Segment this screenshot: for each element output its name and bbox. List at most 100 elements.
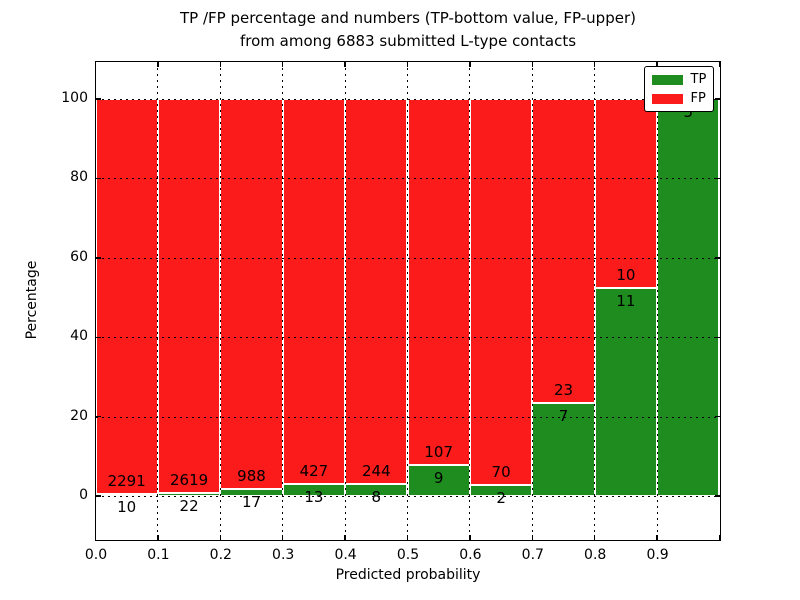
tp-count-label: 9 <box>433 469 444 488</box>
x-tick-mark <box>344 534 346 540</box>
x-tick-mark <box>531 534 534 540</box>
chart-title-line1: TP /FP percentage and numbers (TP-bottom… <box>180 9 636 27</box>
x-tick-label: 0.3 <box>272 547 295 563</box>
bar-segment-tp <box>407 465 470 497</box>
fp-count-label: 988 <box>237 467 266 486</box>
grid-line-vertical <box>656 61 658 540</box>
fp-count-label: 2291 <box>107 472 146 491</box>
y-tick-mark <box>95 495 101 497</box>
grid-line-vertical <box>219 61 221 540</box>
bar-segment-fp <box>220 98 283 490</box>
y-tick-label: 60 <box>70 248 88 265</box>
legend-item-fp: FP <box>651 90 706 106</box>
grid-line-vertical <box>157 61 159 540</box>
legend-label-fp: FP <box>690 90 706 106</box>
y-tick-mark <box>714 98 720 100</box>
grid-line-vertical <box>594 61 596 540</box>
x-tick-mark <box>94 534 97 540</box>
bar-segment-tp <box>657 98 720 497</box>
x-tick-label: 0.5 <box>396 547 420 563</box>
fp-count-label: 427 <box>299 462 329 481</box>
x-tick-label: 0.1 <box>147 547 170 563</box>
x-tick-mark <box>718 61 721 67</box>
bar-segment-tp <box>282 484 346 497</box>
grid-line-vertical <box>282 61 284 540</box>
legend-item-tp: TP <box>651 71 707 87</box>
fp-swatch-icon <box>651 93 683 104</box>
tp-swatch-icon <box>651 74 683 85</box>
bar-segment-tp <box>157 492 221 497</box>
fp-count-label: 23 <box>553 381 574 400</box>
bar-segment-fp <box>282 98 346 485</box>
grid-line-vertical <box>344 61 346 540</box>
x-tick-mark <box>593 534 596 540</box>
y-tick-label: 20 <box>70 407 88 424</box>
tp-count-label: 22 <box>179 496 199 515</box>
x-tick-mark <box>656 61 658 67</box>
tp-count-label: 5 <box>683 102 694 121</box>
y-tick-mark <box>95 98 101 100</box>
x-tick-label: 0.9 <box>646 547 669 563</box>
chart-title: TP /FP percentage and numbers (TP-bottom… <box>96 7 720 53</box>
fp-count-label: 107 <box>424 443 454 462</box>
tp-count-label: 13 <box>304 488 324 507</box>
bar-segment-tp <box>594 288 658 497</box>
grid-line-vertical <box>531 61 533 540</box>
x-axis-label: Predicted probability <box>335 567 481 583</box>
x-tick-label: 0.7 <box>521 547 544 563</box>
x-tick-mark <box>531 61 534 67</box>
fp-count-label: 2619 <box>170 470 209 489</box>
y-tick-mark <box>714 177 720 180</box>
tp-count-label: 17 <box>241 493 262 512</box>
fp-count-label: 10 <box>616 266 636 285</box>
y-tick-mark <box>714 336 720 338</box>
fp-count-label: 70 <box>491 463 511 482</box>
y-tick-label: 100 <box>61 89 88 106</box>
x-tick-label: 0.6 <box>459 547 482 563</box>
bar-segment-fp <box>157 98 221 493</box>
tp-count-label: 2 <box>496 489 506 508</box>
legend: TP FP <box>643 65 714 112</box>
chart-title-line2: from among 6883 submitted L-type contact… <box>239 32 577 50</box>
x-tick-mark <box>718 534 721 540</box>
x-tick-mark <box>281 534 284 540</box>
x-tick-mark <box>94 61 97 67</box>
x-tick-mark <box>469 61 471 67</box>
x-tick-label: 0.2 <box>209 547 232 563</box>
fp-count-label: 244 <box>361 461 391 480</box>
x-tick-mark <box>406 534 409 540</box>
grid-line-vertical <box>407 61 408 540</box>
bar-segment-tp <box>345 483 408 497</box>
x-tick-mark <box>157 534 159 540</box>
bar-segment-tp <box>532 403 595 497</box>
bar-segment-fp <box>345 98 408 484</box>
bar-segment-tp <box>469 485 533 497</box>
bar-segment-fp <box>95 98 158 495</box>
y-tick-label: 80 <box>70 169 88 186</box>
bar-segment-fp <box>532 98 595 404</box>
y-tick-label: 40 <box>70 328 88 345</box>
x-tick-mark <box>406 61 409 67</box>
y-tick-mark <box>714 257 720 259</box>
y-tick-mark <box>714 495 720 497</box>
x-tick-mark <box>219 61 222 67</box>
x-tick-label: 0.4 <box>334 547 357 563</box>
x-tick-label: 0.0 <box>84 547 108 563</box>
x-tick-mark <box>344 61 346 67</box>
legend-label-tp: TP <box>690 71 707 87</box>
x-tick-mark <box>469 534 471 540</box>
tp-count-label: 7 <box>558 407 569 426</box>
x-tick-mark <box>157 61 159 67</box>
bar-segment-fp <box>407 98 470 466</box>
bar-segment-fp <box>469 98 533 486</box>
bar-segment-tp <box>220 489 283 497</box>
y-tick-label: 0 <box>79 487 88 504</box>
tp-count-label: 10 <box>117 498 137 517</box>
x-tick-mark <box>656 534 658 540</box>
y-tick-mark <box>95 257 101 259</box>
y-tick-mark <box>95 415 101 418</box>
x-tick-mark <box>593 61 596 67</box>
y-tick-mark <box>714 415 720 418</box>
bar-segment-fp <box>594 98 658 289</box>
